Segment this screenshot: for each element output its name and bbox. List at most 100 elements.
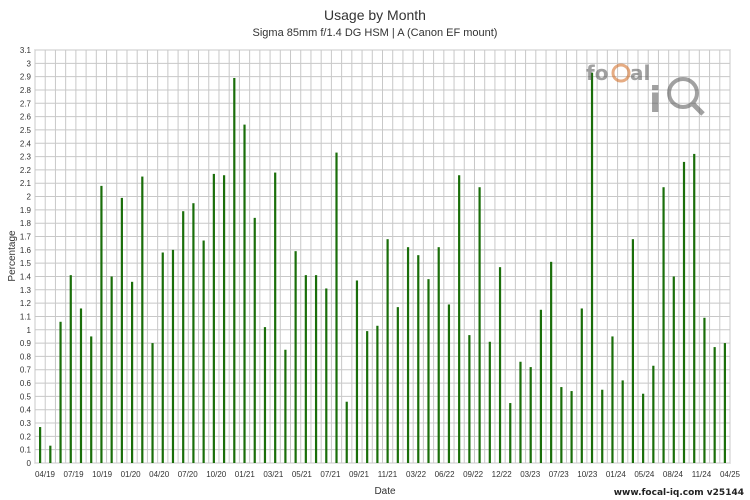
y-tick-label: 1.2	[20, 299, 32, 308]
x-tick-label: 05/21	[292, 470, 313, 479]
y-tick-label: 2.5	[20, 126, 32, 135]
bar	[192, 203, 195, 464]
bar	[447, 304, 451, 463]
y-tick-label: 1	[27, 326, 32, 335]
bar	[570, 391, 573, 463]
bar	[703, 317, 706, 463]
y-tick-label: 3.1	[20, 46, 32, 55]
bar	[141, 176, 144, 463]
x-tick-label: 03/22	[406, 470, 427, 479]
x-tick-label: 04/20	[149, 470, 170, 479]
bar	[458, 175, 461, 464]
bar	[519, 361, 522, 463]
bar	[325, 288, 328, 463]
bar	[161, 252, 164, 463]
bar	[171, 249, 175, 463]
y-tick-label: 2.7	[20, 99, 32, 108]
bar	[263, 327, 267, 463]
bar	[233, 77, 236, 463]
bar	[723, 343, 726, 463]
bar	[631, 239, 635, 463]
y-tick-label: 0.5	[20, 392, 32, 401]
bar	[243, 124, 246, 464]
bar	[355, 280, 359, 463]
y-tick-label: 1.7	[20, 233, 32, 242]
y-tick-label: 1.3	[20, 286, 32, 295]
bar	[304, 275, 307, 463]
y-axis-ticks: 0 0.1 0.2 0.3 0.4 0.5 0.6 0.7 0.8 0.9 1 1.1 1.2 1.3 1.…	[20, 46, 32, 468]
bar	[212, 173, 215, 463]
bar	[713, 347, 716, 463]
y-tick-label: 1.9	[20, 206, 32, 215]
bar	[79, 308, 83, 463]
bar	[59, 321, 62, 463]
bar	[550, 261, 553, 463]
y-tick-label: 0.6	[20, 379, 32, 388]
bar	[396, 307, 399, 463]
bar	[386, 239, 389, 463]
svg-text:i: i	[649, 80, 661, 120]
x-tick-label: 03/23	[520, 470, 541, 479]
bar	[222, 175, 226, 464]
bar	[621, 380, 624, 463]
x-tick-label: 09/22	[463, 470, 484, 479]
bar	[580, 308, 583, 463]
bar	[335, 152, 338, 464]
bar	[182, 211, 185, 463]
bar	[662, 187, 665, 463]
y-tick-label: 2.6	[20, 113, 32, 122]
x-tick-label: 01/21	[235, 470, 256, 479]
bar	[69, 275, 72, 463]
x-tick-label: 07/23	[549, 470, 570, 479]
y-tick-label: 1.4	[20, 272, 32, 281]
x-tick-label: 06/22	[435, 470, 456, 479]
bar	[366, 331, 369, 463]
bar	[560, 387, 563, 463]
y-tick-label: 1.6	[20, 246, 32, 255]
x-tick-label: 09/21	[349, 470, 370, 479]
bar	[642, 393, 645, 463]
bar	[314, 275, 318, 463]
bar	[406, 247, 410, 463]
y-tick-label: 2.8	[20, 86, 32, 95]
bar	[130, 281, 134, 463]
bar	[202, 240, 205, 463]
bar	[345, 401, 348, 463]
x-tick-label: 07/20	[178, 470, 199, 479]
y-tick-label: 2.4	[20, 139, 32, 148]
bar	[284, 349, 287, 463]
x-tick-label: 10/23	[577, 470, 598, 479]
bar	[478, 187, 481, 463]
x-axis-ticks: 04/19 07/19 10/19 01/20 04/20 07/20 10/20 01/21…	[35, 470, 741, 479]
y-tick-label: 0	[27, 459, 32, 468]
bar	[437, 247, 440, 463]
x-tick-label: 11/24	[692, 470, 712, 479]
footer-brand: www.focal-iq.com v25144	[613, 488, 744, 498]
svg-text:al: al	[630, 61, 650, 85]
chart-title: Usage by Month	[324, 7, 426, 23]
y-tick-label: 3	[27, 59, 32, 68]
bar	[110, 276, 113, 463]
y-tick-label: 0.1	[20, 446, 32, 455]
y-tick-label: 0.4	[20, 406, 32, 415]
bar	[151, 343, 154, 463]
bar	[90, 336, 93, 463]
x-tick-label: 07/21	[320, 470, 341, 479]
bar	[693, 153, 696, 463]
bar	[488, 341, 491, 463]
bar	[49, 445, 52, 463]
bar	[100, 185, 103, 463]
bar	[120, 197, 123, 463]
x-tick-label: 05/24	[634, 470, 655, 479]
chart-subtitle: Sigma 85mm f/1.4 DG HSM | A (Canon EF mo…	[252, 27, 498, 39]
bar	[427, 279, 430, 463]
bar	[539, 309, 543, 463]
bar	[294, 251, 297, 463]
bar	[529, 367, 532, 463]
bar	[39, 427, 42, 463]
y-tick-label: 2.3	[20, 153, 32, 162]
bar	[652, 365, 655, 463]
x-tick-label: 01/24	[606, 470, 627, 479]
y-tick-label: 1.5	[20, 259, 32, 268]
x-tick-label: 03/21	[263, 470, 284, 479]
